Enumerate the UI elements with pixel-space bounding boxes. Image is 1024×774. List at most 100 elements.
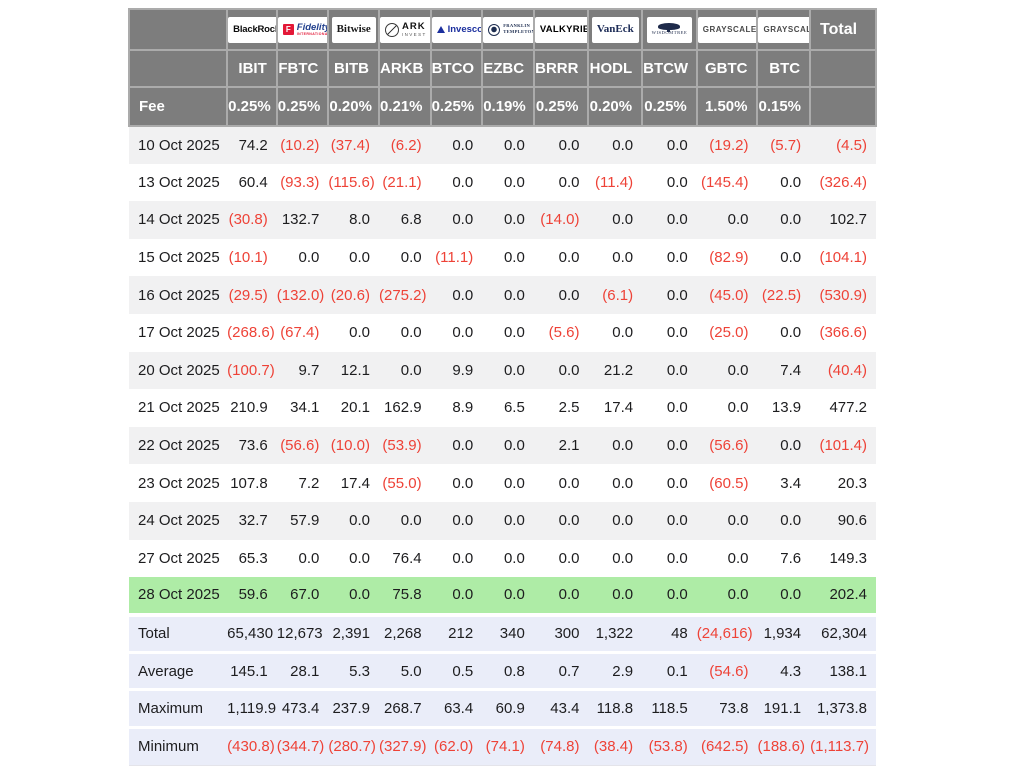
flow-cell: (100.7) <box>227 351 277 390</box>
fidelity-wordmark: Fidelity INTERNATIONAL <box>296 21 329 36</box>
date-row: 20 Oct 2025 (100.7) 9.7 12.1 0.0 9.9 0.0 0.0 21.… <box>129 351 876 390</box>
summary-value-cell: 1,934 <box>757 612 811 653</box>
date-cell: 17 Oct 2025 <box>129 313 228 352</box>
flow-cell: 0.0 <box>430 201 483 239</box>
fee-cell: 0.20% <box>587 86 644 127</box>
flow-cell: 0.0 <box>378 351 431 390</box>
summary-value-cell: 28.1 <box>276 650 329 690</box>
flow-cell: 0.0 <box>533 351 589 390</box>
summary-value-cell: 12,673 <box>276 612 329 653</box>
flow-cell: 0.0 <box>588 201 643 239</box>
flow-cell: 0.0 <box>482 426 534 465</box>
provider-logo-row: BlackRock F Fidelity INTERNATIONAL Bitwise AR… <box>127 8 877 51</box>
flow-cell: 0.0 <box>430 464 483 502</box>
flow-cell: 0.0 <box>430 126 483 164</box>
flow-cell: 0.0 <box>696 389 758 427</box>
summary-value-cell: 473.4 <box>276 688 329 728</box>
flow-cell: 0.0 <box>533 501 589 540</box>
flow-cell: 0.0 <box>533 126 589 164</box>
vaneck-logo: VanEck <box>591 16 639 43</box>
summary-label: Total <box>129 612 228 653</box>
summary-total-cell: 138.1 <box>810 650 876 690</box>
flow-cell: 0.0 <box>757 577 811 615</box>
valkyrie-wordmark: VALKYRIE <box>539 23 589 35</box>
flow-cell: 6.5 <box>482 389 534 427</box>
flow-cell: 21.2 <box>588 351 643 390</box>
summary-value-cell: (642.5) <box>696 726 758 766</box>
flow-cell: (6.1) <box>588 276 643 314</box>
summary-value-cell: 60.9 <box>482 688 534 728</box>
provider-logo-cell: F Fidelity INTERNATIONAL <box>275 8 330 51</box>
ticker-row: IBIT FBTC BITB ARKB BTCO EZBC BRRR HODL BTCW GBTC… <box>127 49 877 88</box>
flow-cell: (20.6) <box>328 276 379 314</box>
flow-cell: 0.0 <box>588 126 643 164</box>
flow-cell: 0.0 <box>430 539 483 578</box>
flow-cell: (45.0) <box>696 276 758 314</box>
summary-total-cell: 1,373.8 <box>810 688 876 728</box>
summary-total-cell: (1,113.7) <box>810 726 876 766</box>
row-total-cell: 149.3 <box>810 539 876 578</box>
flow-cell: 0.0 <box>642 464 697 502</box>
fee-cell: 0.20% <box>327 86 380 127</box>
row-total-cell: (101.4) <box>810 426 876 465</box>
fee-cell: 0.25% <box>429 86 484 127</box>
flow-cell: 0.0 <box>757 501 811 540</box>
flow-cell: (56.6) <box>276 426 329 465</box>
row-total-cell: (40.4) <box>810 351 876 390</box>
grayscale-logo: GRAYSCALE <box>759 16 809 43</box>
flow-cell: 59.6 <box>227 577 277 615</box>
row-total-cell: 202.4 <box>810 577 876 615</box>
flow-cell: 0.0 <box>482 577 534 615</box>
flow-cell: 0.0 <box>482 464 534 502</box>
flow-cell: (11.1) <box>430 238 483 277</box>
ark-logo: ARK INVEST <box>380 16 429 43</box>
flow-cell: (37.4) <box>328 126 379 164</box>
summary-value-cell: 0.7 <box>533 650 589 690</box>
fee-cell: 0.25% <box>275 86 330 127</box>
flow-cell: 7.6 <box>757 539 811 578</box>
row-total-cell: (326.4) <box>810 163 876 202</box>
provider-logo-cell: BlackRock <box>226 8 278 51</box>
flow-cell: 0.0 <box>533 539 589 578</box>
flow-cell: 107.8 <box>227 464 277 502</box>
summary-value-cell: (62.0) <box>430 726 483 766</box>
flow-cell: 2.5 <box>533 389 589 427</box>
etf-flow-table-container: BlackRock F Fidelity INTERNATIONAL Bitwise AR… <box>127 8 877 766</box>
flow-cell: 0.0 <box>430 577 483 615</box>
flow-cell: 0.0 <box>642 577 697 615</box>
flow-cell: 0.0 <box>430 501 483 540</box>
flow-cell: 0.0 <box>642 201 697 239</box>
invesco-mountain-icon <box>436 26 445 33</box>
flow-cell: 8.0 <box>328 201 379 239</box>
summary-value-cell: 300 <box>533 612 589 653</box>
summary-value-cell: 145.1 <box>227 650 277 690</box>
flow-cell: (5.7) <box>757 126 811 164</box>
empty-header-cell <box>809 49 877 88</box>
flow-cell: 8.9 <box>430 389 483 427</box>
flow-cell: 0.0 <box>757 163 811 202</box>
flow-cell: (53.9) <box>378 426 431 465</box>
summary-value-cell: (344.7) <box>276 726 329 766</box>
summary-row: Minimum (430.8) (344.7) (280.7) (327.9) (62.0… <box>129 726 876 766</box>
summary-value-cell: 5.3 <box>328 650 379 690</box>
flow-cell: 17.4 <box>328 464 379 502</box>
flow-cell: 0.0 <box>533 577 589 615</box>
date-row: 21 Oct 2025 210.9 34.1 20.1 162.9 8.9 6.5 2.5 17… <box>129 389 876 427</box>
flow-cell: 0.0 <box>533 238 589 277</box>
flow-cell: 0.0 <box>642 426 697 465</box>
flow-cell: (93.3) <box>276 163 329 202</box>
summary-value-cell: 48 <box>642 612 697 653</box>
row-total-cell: 90.6 <box>810 501 876 540</box>
date-row: 10 Oct 2025 74.2 (10.2) (37.4) (6.2) 0.0 0.0 0.… <box>129 126 876 164</box>
summary-value-cell: 1,119.9 <box>227 688 277 728</box>
flow-cell: 0.0 <box>696 201 758 239</box>
summary-value-cell: 0.1 <box>642 650 697 690</box>
flow-cell: 7.2 <box>276 464 329 502</box>
flow-cell: (10.0) <box>328 426 379 465</box>
summary-value-cell: 212 <box>430 612 483 653</box>
flow-cell: (67.4) <box>276 313 329 352</box>
flow-cell: 0.0 <box>642 351 697 390</box>
flow-cell: 0.0 <box>328 238 379 277</box>
ticker-cell: IBIT <box>226 49 278 88</box>
flow-cell: 0.0 <box>533 276 589 314</box>
